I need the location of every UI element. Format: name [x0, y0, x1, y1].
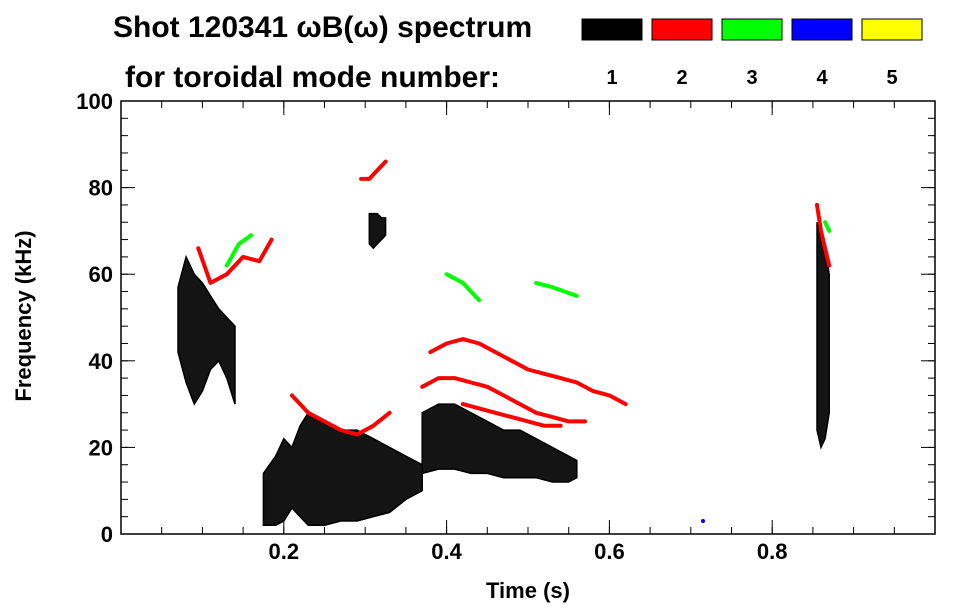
legend-label-5: 5 [886, 67, 897, 89]
legend-label-3: 3 [746, 67, 757, 89]
legend-swatch-5 [861, 18, 923, 41]
plot-data [177, 159, 832, 527]
x-tick-label: 0.4 [431, 539, 462, 564]
legend-swatch-3 [721, 18, 783, 41]
y-tick-label: 80 [89, 176, 113, 201]
series-n-1-band-20-khz [421, 403, 578, 483]
legend: 1 2 3 4 5 [581, 18, 923, 89]
series-n-2-line-84-khz [359, 159, 388, 181]
series-n-2-chirp-65-khz [196, 237, 274, 285]
y-tick-label: 40 [89, 349, 113, 374]
x-axis-label: Time (s) [486, 578, 570, 603]
series-n-3-line-60-khz [444, 272, 482, 303]
series-n-1-broadband-blob [177, 254, 236, 406]
legend-swatch-2 [651, 18, 713, 41]
series-n-3-line-68-khz [224, 233, 254, 268]
x-tick-label: 0.6 [594, 539, 625, 564]
legend-swatch-1 [581, 18, 643, 41]
series-n-2-sweep-22-khz [289, 393, 392, 437]
y-tick-label: 60 [89, 262, 113, 287]
x-tick-label: 0.8 [757, 539, 788, 564]
legend-label-2: 2 [676, 67, 687, 89]
y-tick-label: 0 [101, 522, 113, 547]
x-tick-label: 0.2 [269, 539, 300, 564]
series-n-2-line-37-khz [420, 376, 587, 424]
series-n-4-isolated [701, 519, 706, 524]
series-n-2-line-30-khz [460, 402, 563, 428]
axis-ticks: 0 20 40 60 80 100 0.2 0.4 0.6 0.8 [76, 89, 936, 564]
series-n-3-line-57-khz [534, 280, 579, 298]
series-n-1-low-frequency-turbulence [262, 411, 423, 527]
y-axis-label: Frequency (kHz) [11, 230, 36, 401]
legend-label-1: 1 [606, 67, 617, 89]
y-tick-label: 100 [76, 89, 113, 114]
series-n-2-line-45-khz [428, 337, 628, 407]
series-n-1-high-band-72-khz [368, 212, 387, 250]
legend-swatch-4 [791, 18, 853, 41]
chart-title-line2: for toroidal mode number: [125, 61, 500, 94]
legend-label-4: 4 [816, 67, 828, 89]
chart-title-line1: Shot 120341 ωB(ω) spectrum [113, 11, 532, 44]
series-n-3-late-burst [823, 220, 832, 233]
y-tick-label: 20 [89, 435, 113, 460]
series-n-2-late-burst [815, 202, 832, 268]
